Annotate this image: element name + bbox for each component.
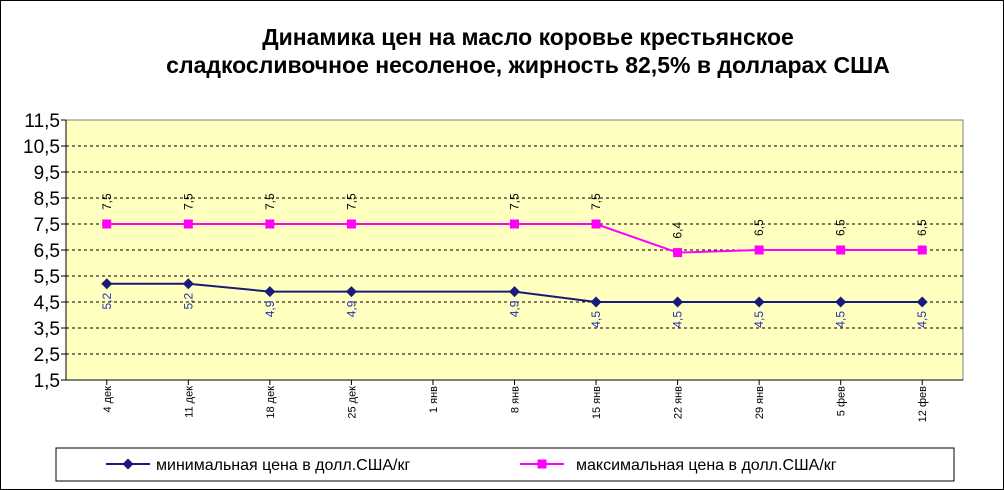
x-tick-label: 18 дек [265,386,277,419]
data-label-max: 7,5 [100,193,114,210]
data-label-min: 4,9 [344,300,358,317]
data-point-min [264,286,276,298]
y-tick-label: 5,5 [34,267,60,288]
series-line-min [106,282,923,303]
data-label-min: 5,2 [181,292,195,309]
data-point-max [102,219,112,229]
y-tick-label: 6,5 [34,241,60,262]
data-label-min: 4,5 [589,311,603,328]
data-point-max [591,219,601,229]
data-point-max [510,219,519,229]
data-point-max [265,219,275,229]
x-axis-ticks: 4 дек 11 дек 18 дек 25 дек 1 янв 8 янв 15 янв 2… [102,380,929,422]
legend-label-max: максимальная цена в долл.США/кг [576,457,837,474]
y-tick-label: 7,5 [34,215,60,236]
data-label-min: 4,9 [508,300,522,317]
y-axis-ticks: 1,5 2,5 3,5 4,5 5,5 6,5 7,5 8,5 9,5 10,5 11,5 [23,111,66,392]
data-point-max [183,219,193,229]
x-tick-label: 29 янв [754,386,766,419]
x-tick-label: 12 фев [917,386,929,422]
y-tick-label: 3,5 [34,319,60,340]
data-point-min [182,278,194,290]
data-point-min [509,286,520,298]
x-tick-label: 4 дек [102,386,114,413]
x-tick-label: 8 янв [510,386,522,413]
y-tick-label: 8,5 [34,189,60,210]
x-tick-label: 22 янв [673,386,685,419]
legend-item-max: максимальная цена в долл.США/кг [520,457,837,474]
data-label-min: 4,5 [915,311,929,328]
legend-box [55,447,955,482]
x-tick-label: 25 дек [346,386,358,419]
x-tick-label: 11 дек [183,386,195,418]
data-point-max [346,219,356,229]
legend-label-min: минимальная цена в долл.США/кг [156,457,410,474]
x-tick-label: 1 янв [428,386,440,413]
data-point-min [590,296,602,308]
data-point-min [345,286,357,298]
data-point-min [672,296,684,308]
data-label-min: 4,5 [671,311,685,328]
data-label-max: 6,5 [752,219,766,236]
x-tick-label: 15 янв [591,386,603,419]
y-tick-label: 2,5 [34,345,60,366]
data-label-max: 7,5 [344,193,358,210]
data-label-max: 7,5 [181,193,195,210]
x-tick-label: 5 фев [836,386,848,416]
data-label-max: 7,5 [508,193,522,210]
series-line-max [106,223,923,254]
data-point-min [753,296,765,308]
y-tick-label: 4,5 [34,293,60,314]
legend-item-min: минимальная цена в долл.США/кг [106,457,410,474]
data-label-max: 6,5 [915,219,929,236]
data-label-min: 5,2 [100,292,114,309]
data-label-max: 6,5 [834,219,848,236]
y-tick-label: 11,5 [24,111,60,132]
data-point-min [101,278,113,290]
legend-diamond-marker [122,458,134,470]
data-label-max: 7,5 [263,193,277,210]
data-point-min [916,296,928,308]
data-point-max [754,245,764,255]
data-point-max [673,248,683,258]
data-label-min: 4,5 [752,311,766,328]
data-labels: 5,2 5,2 4,9 4,9 4,9 4,5 4,5 4,5 4,5 4,5 7,5 7,5 7,5 7… [100,193,929,328]
legend-square-marker [537,459,547,469]
data-label-min: 4,5 [834,311,848,328]
y-tick-label: 1,5 [34,371,60,392]
data-point-max [836,245,846,255]
y-tick-label: 10,5 [23,137,60,158]
data-point-max [917,245,927,255]
data-label-max: 6,4 [671,222,685,239]
data-label-min: 4,9 [263,300,277,317]
data-label-max: 7,5 [589,193,603,210]
y-tick-label: 9,5 [34,163,60,184]
series [101,219,928,308]
chart-title-line-1: Динамика цен на масло коровье крестьянск… [262,24,794,50]
chart-title-line-2: сладкосливочное несоленое, жирность 82,5… [166,52,890,78]
data-point-min [835,296,847,308]
